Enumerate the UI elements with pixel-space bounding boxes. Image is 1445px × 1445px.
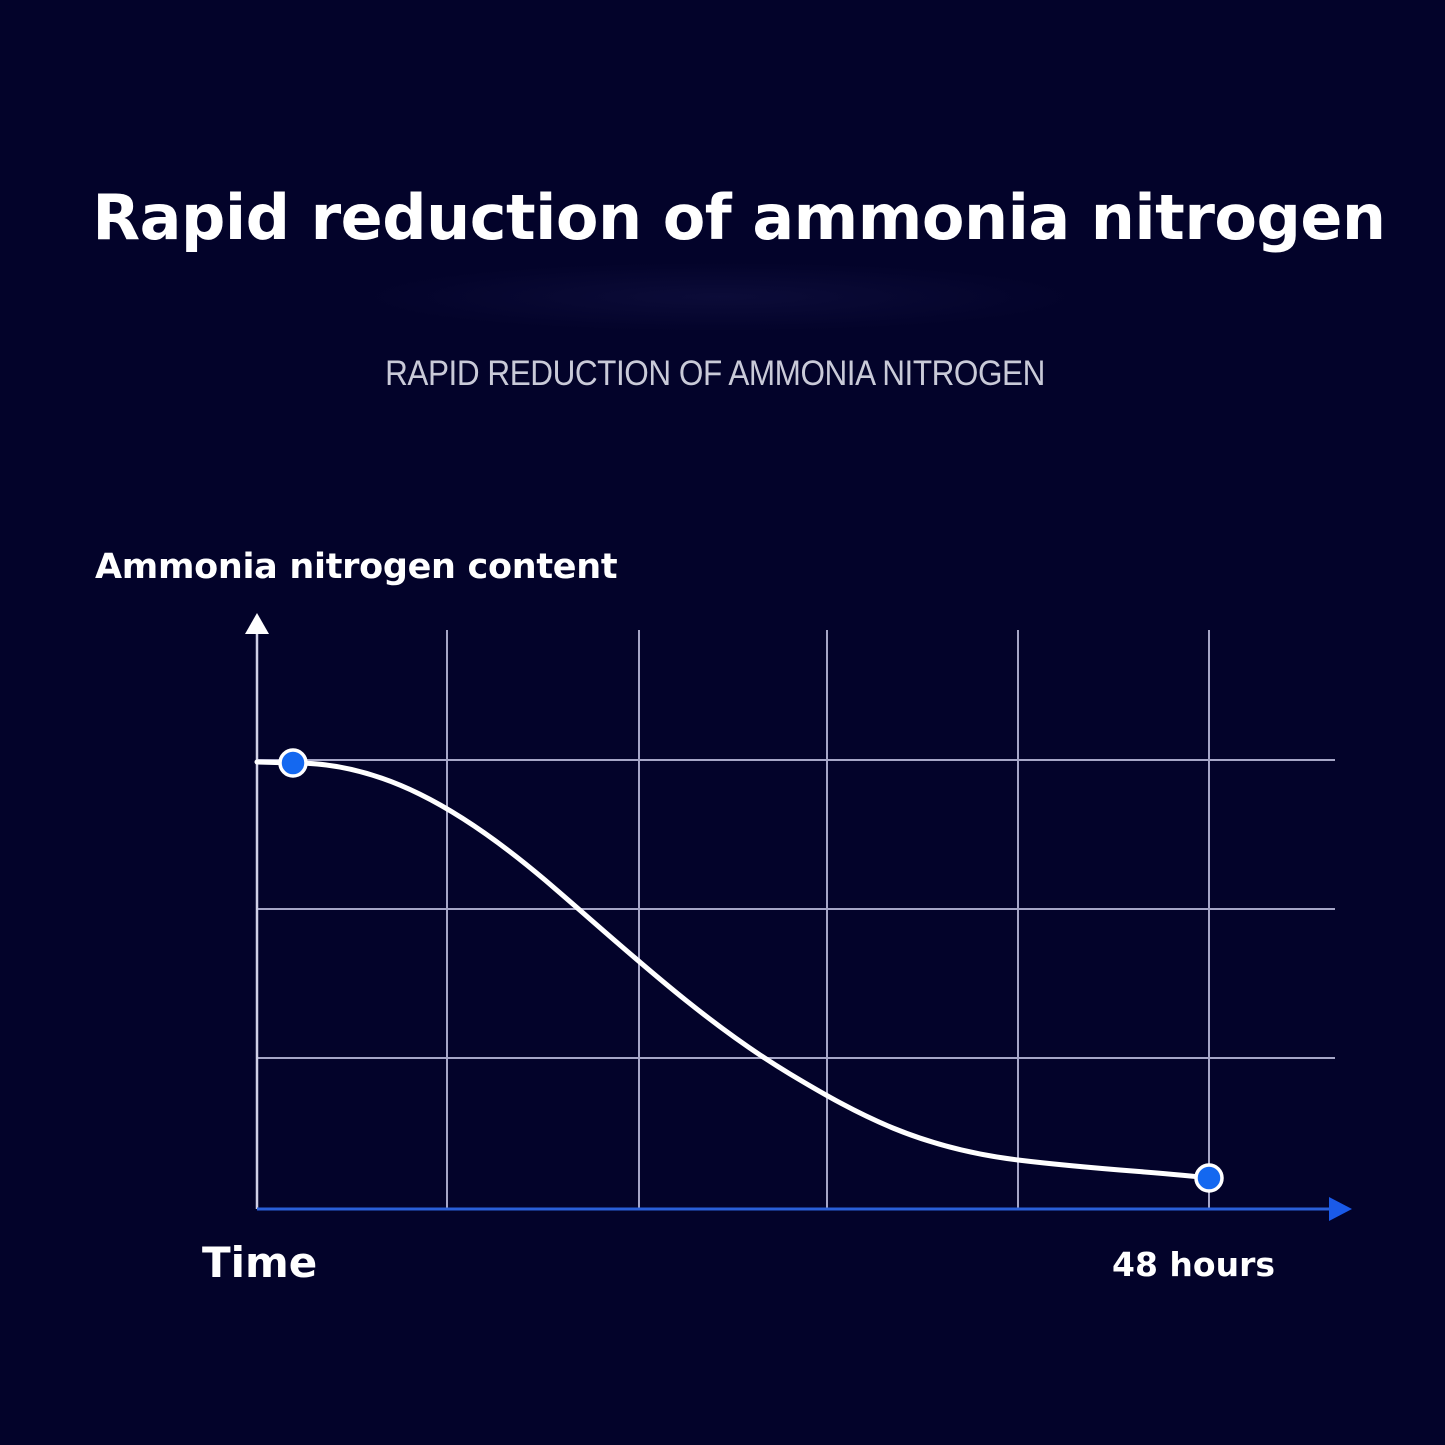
y-axis-label: Ammonia nitrogen content: [95, 547, 618, 587]
end-point-marker: [1194, 1163, 1224, 1193]
x-axis: [257, 1197, 1352, 1221]
grid: [257, 630, 1335, 1209]
x-axis-label: Time: [202, 1238, 318, 1287]
x-axis-end-label: 48 hours: [1112, 1245, 1275, 1284]
data-curve: [254, 759, 1212, 1181]
y-axis-arrow-icon: [245, 613, 269, 634]
chart-subtitle: RAPID REDUCTION OF AMMONIA NITROGEN: [385, 354, 1045, 393]
page-title: Rapid reduction of ammonia nitrogen: [92, 181, 1386, 254]
x-axis-arrow-icon: [1329, 1197, 1352, 1221]
faded-background-text: [360, 262, 1080, 332]
y-axis: [245, 613, 269, 1209]
start-point-marker: [278, 748, 308, 778]
